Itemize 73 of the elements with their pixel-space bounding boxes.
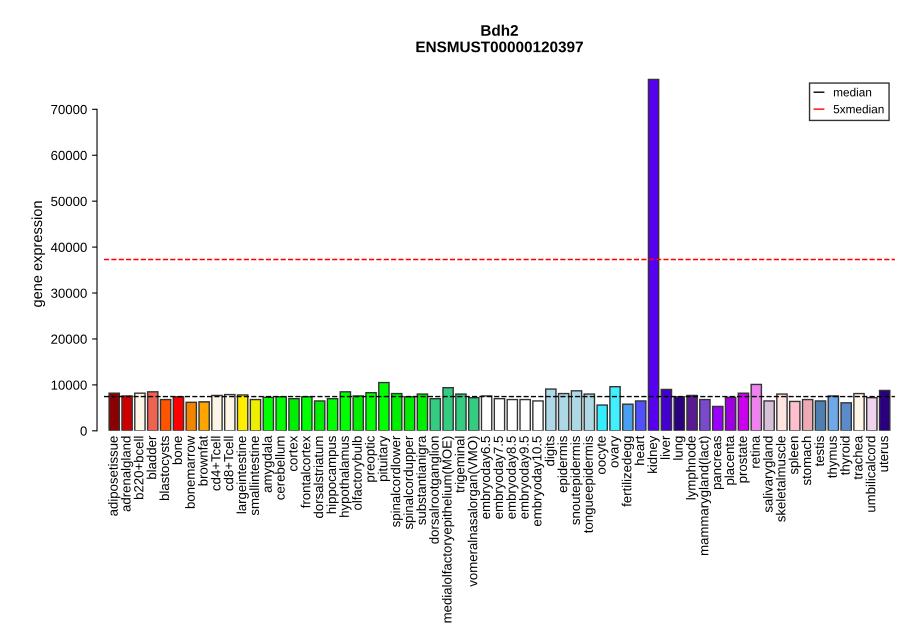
x-tick-label: trachea — [852, 436, 863, 480]
x-tick-label: digits — [544, 436, 557, 466]
x-tick-label: heart — [634, 436, 644, 465]
x-tick-label: testis — [814, 436, 824, 466]
x-tick-label: embryoday9.5 — [518, 436, 532, 519]
x-tick-label: skeletalmuscle — [776, 436, 786, 522]
x-tick-label: retina — [750, 436, 760, 468]
x-tick-label: spleen — [788, 436, 801, 474]
x-tick-label: spinalcordupper — [403, 436, 416, 530]
x-tick-label: dorsalrootganglion — [429, 436, 442, 544]
x-tick-label: hippocampus — [326, 436, 339, 514]
x-tick-label: salivarygland — [762, 436, 776, 512]
y-tick-label: 30000 — [51, 288, 87, 298]
x-tick-label: largeintestine — [236, 436, 249, 514]
x-tick-label: amygdala — [262, 436, 274, 492]
x-tick-label: oocyte — [597, 436, 608, 474]
x-tick-label: pancreas — [714, 436, 724, 490]
x-tick-label: epidermis — [558, 436, 570, 492]
x-tick-label: embryoday7.5 — [493, 436, 506, 519]
y-tick-label: 50000 — [51, 196, 87, 206]
y-tick-label: 60000 — [51, 150, 87, 160]
x-tick-label: frontalcortex — [300, 436, 310, 508]
y-tick-label: 20000 — [51, 334, 87, 344]
x-tick-label: trigeminal — [454, 436, 468, 493]
x-tick-label: liver — [660, 436, 670, 459]
x-tick-label: kidney — [647, 436, 660, 473]
y-axis-title: gene expression — [31, 201, 46, 307]
x-tick-label: spinalcordlower — [390, 436, 403, 527]
x-tick-label: prostate — [738, 436, 750, 482]
x-tick-label: medialolfactoryepithelium(MOE) — [442, 436, 454, 622]
x-tick-label: blastocysts — [159, 436, 172, 500]
x-tick-label: embryoday6.5 — [480, 436, 493, 519]
x-tick-label: bone — [172, 436, 182, 464]
y-tick-label: 10000 — [52, 380, 87, 390]
x-tick-label: placenta — [724, 436, 737, 485]
x-tick-label: cerebellum — [275, 436, 285, 500]
y-tick-label: 70000 — [51, 104, 87, 114]
x-tick-label: mammarygland(lact) — [698, 436, 712, 556]
y-tick-label: 40000 — [50, 242, 87, 252]
x-tick-label: thyroid — [840, 436, 852, 476]
x-tick-label: cd8+Tcell — [224, 436, 234, 490]
x-tick-label: preoptic — [364, 436, 378, 482]
legend-label: median — [834, 88, 872, 96]
x-tick-label: brownfat — [198, 436, 208, 486]
x-tick-label: hypothalamus — [339, 436, 352, 517]
x-tick-label: fertilizedegg — [622, 436, 634, 507]
x-tick-label: substantianigra — [416, 436, 429, 525]
x-tick-label: lymphnode — [686, 436, 698, 500]
x-tick-label: tongueepidermis — [583, 436, 596, 534]
x-tick-label: smallintestine — [249, 436, 260, 516]
x-tick-label: lung — [673, 436, 686, 460]
x-tick-label: bonemarrow — [185, 436, 195, 508]
x-tick-label: olfactorybulb — [352, 436, 364, 510]
x-tick-label: pituitary — [378, 436, 390, 482]
x-tick-label: ovary — [611, 436, 622, 468]
x-tick-label: thymus — [827, 436, 840, 478]
chart-title: Bdh2 ENSMUST00000120397 — [416, 24, 583, 52]
x-tick-label: adiposetissue — [108, 436, 120, 516]
x-tick-label: b220+bcell — [134, 436, 144, 500]
x-tick-label: cd4+Tcell — [210, 436, 220, 490]
x-tick-label: cortex — [288, 436, 298, 472]
legend-label: 5xmedian — [834, 104, 884, 114]
x-tick-label: vomeralnasalorgan(VMO) — [468, 436, 480, 587]
x-tick-label: uterus — [880, 436, 888, 472]
x-tick-label: bladder — [146, 436, 156, 479]
x-tick-label: embryoday8.5 — [506, 436, 518, 519]
x-tick-label: embryoday10.5 — [532, 436, 544, 526]
x-tick-label: dorsalstriatum — [314, 436, 324, 518]
x-tick-label: adrenalgland — [120, 436, 134, 512]
x-tick-label: stomach — [801, 436, 812, 486]
x-tick-label: umbilicalcord — [866, 436, 876, 512]
x-tick-label: snoutepidermis — [570, 436, 583, 525]
y-tick-label: 0 — [80, 426, 87, 436]
